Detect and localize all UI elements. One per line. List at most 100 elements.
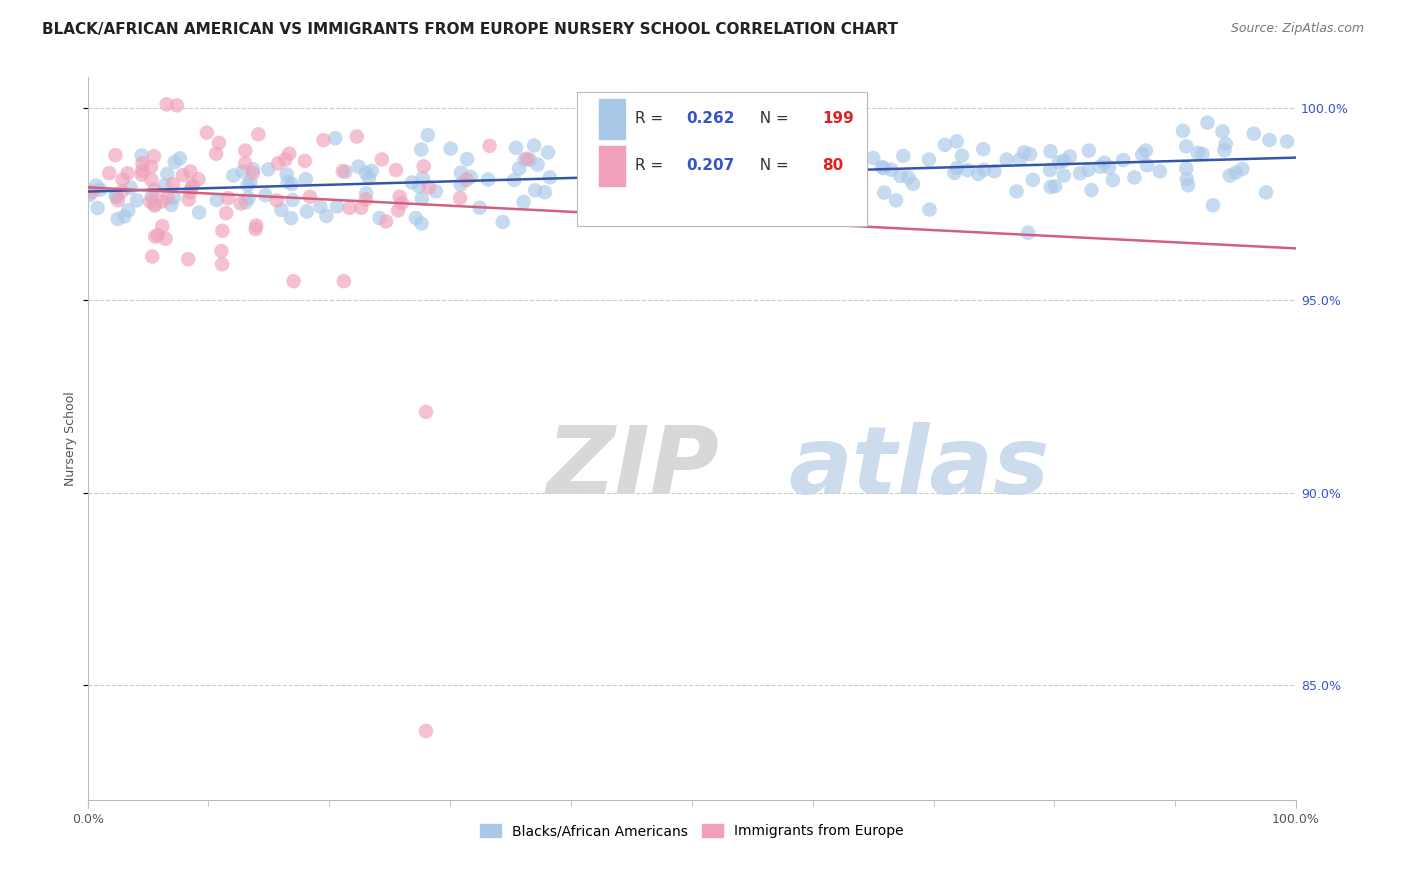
Point (492, 215, 515, 229)
Point (1090, 160, 1112, 174)
Point (585, 192, 607, 206)
Point (239, 175, 262, 189)
Point (707, 177, 730, 191)
Point (346, 129, 368, 144)
Point (1275, 135, 1298, 149)
Point (575, 121, 598, 136)
Point (709, 172, 731, 186)
Point (150, 194, 173, 209)
Point (401, 176, 423, 190)
Point (195, 126, 218, 140)
Point (143, 149, 166, 163)
Point (177, 252, 200, 267)
Point (89, 183, 111, 197)
Point (323, 131, 346, 145)
Point (1077, 144, 1099, 158)
Point (1191, 147, 1213, 161)
Point (229, 196, 252, 211)
Point (208, 136, 231, 150)
Point (1123, 170, 1146, 185)
Point (105, 190, 128, 204)
Point (375, 214, 398, 228)
Point (267, 156, 290, 170)
Point (631, 171, 654, 186)
Point (1059, 149, 1081, 163)
Point (534, 185, 557, 199)
Point (897, 170, 920, 185)
Point (801, 122, 824, 136)
Point (111, 172, 134, 186)
Point (254, 188, 277, 202)
Point (768, 159, 790, 173)
Point (371, 153, 394, 167)
Point (512, 194, 534, 209)
Point (623, 196, 645, 211)
Point (415, 723, 437, 738)
Point (235, 195, 257, 210)
Point (79, 188, 101, 202)
Point (215, 206, 238, 220)
Point (706, 160, 728, 174)
Point (1232, 162, 1254, 177)
Point (1080, 183, 1102, 197)
Point (741, 150, 763, 164)
Point (411, 192, 433, 206)
Point (335, 165, 357, 179)
Point (143, 229, 166, 244)
Point (450, 178, 472, 192)
Point (578, 155, 600, 169)
Point (298, 190, 321, 204)
Point (946, 161, 969, 175)
Point (188, 205, 211, 219)
Point (1187, 145, 1209, 160)
Point (146, 228, 169, 243)
Point (870, 160, 893, 174)
Point (162, 177, 184, 191)
Point (633, 144, 655, 158)
Point (1022, 173, 1045, 187)
Point (1039, 145, 1062, 159)
Point (408, 179, 430, 194)
Point (468, 201, 491, 215)
Point (180, 180, 202, 194)
Point (143, 198, 166, 212)
Point (141, 250, 163, 264)
Point (537, 145, 560, 160)
Point (624, 150, 647, 164)
Point (143, 183, 166, 197)
Point (641, 155, 664, 169)
Point (456, 173, 478, 187)
Point (217, 191, 239, 205)
Point (1102, 173, 1125, 187)
Point (415, 405, 437, 419)
Point (683, 158, 706, 172)
Point (139, 160, 162, 174)
Point (86, 201, 108, 215)
Point (1135, 144, 1157, 158)
Text: ZIP: ZIP (547, 422, 720, 514)
Point (450, 166, 472, 180)
Point (654, 176, 676, 190)
Point (411, 143, 433, 157)
Point (606, 166, 628, 180)
Point (844, 145, 866, 160)
Point (233, 144, 256, 158)
Point (513, 153, 536, 167)
Point (720, 198, 742, 212)
Point (270, 202, 292, 217)
Point (281, 177, 304, 191)
Point (139, 194, 162, 209)
Point (388, 190, 411, 204)
Point (107, 194, 129, 208)
Point (972, 142, 994, 156)
Point (82, 185, 104, 199)
Point (1112, 153, 1135, 167)
Point (205, 146, 228, 161)
Point (1175, 139, 1198, 153)
Point (412, 171, 434, 186)
Point (222, 169, 245, 183)
Point (211, 224, 233, 238)
Point (873, 186, 896, 200)
Point (1225, 165, 1247, 179)
Point (731, 165, 754, 179)
